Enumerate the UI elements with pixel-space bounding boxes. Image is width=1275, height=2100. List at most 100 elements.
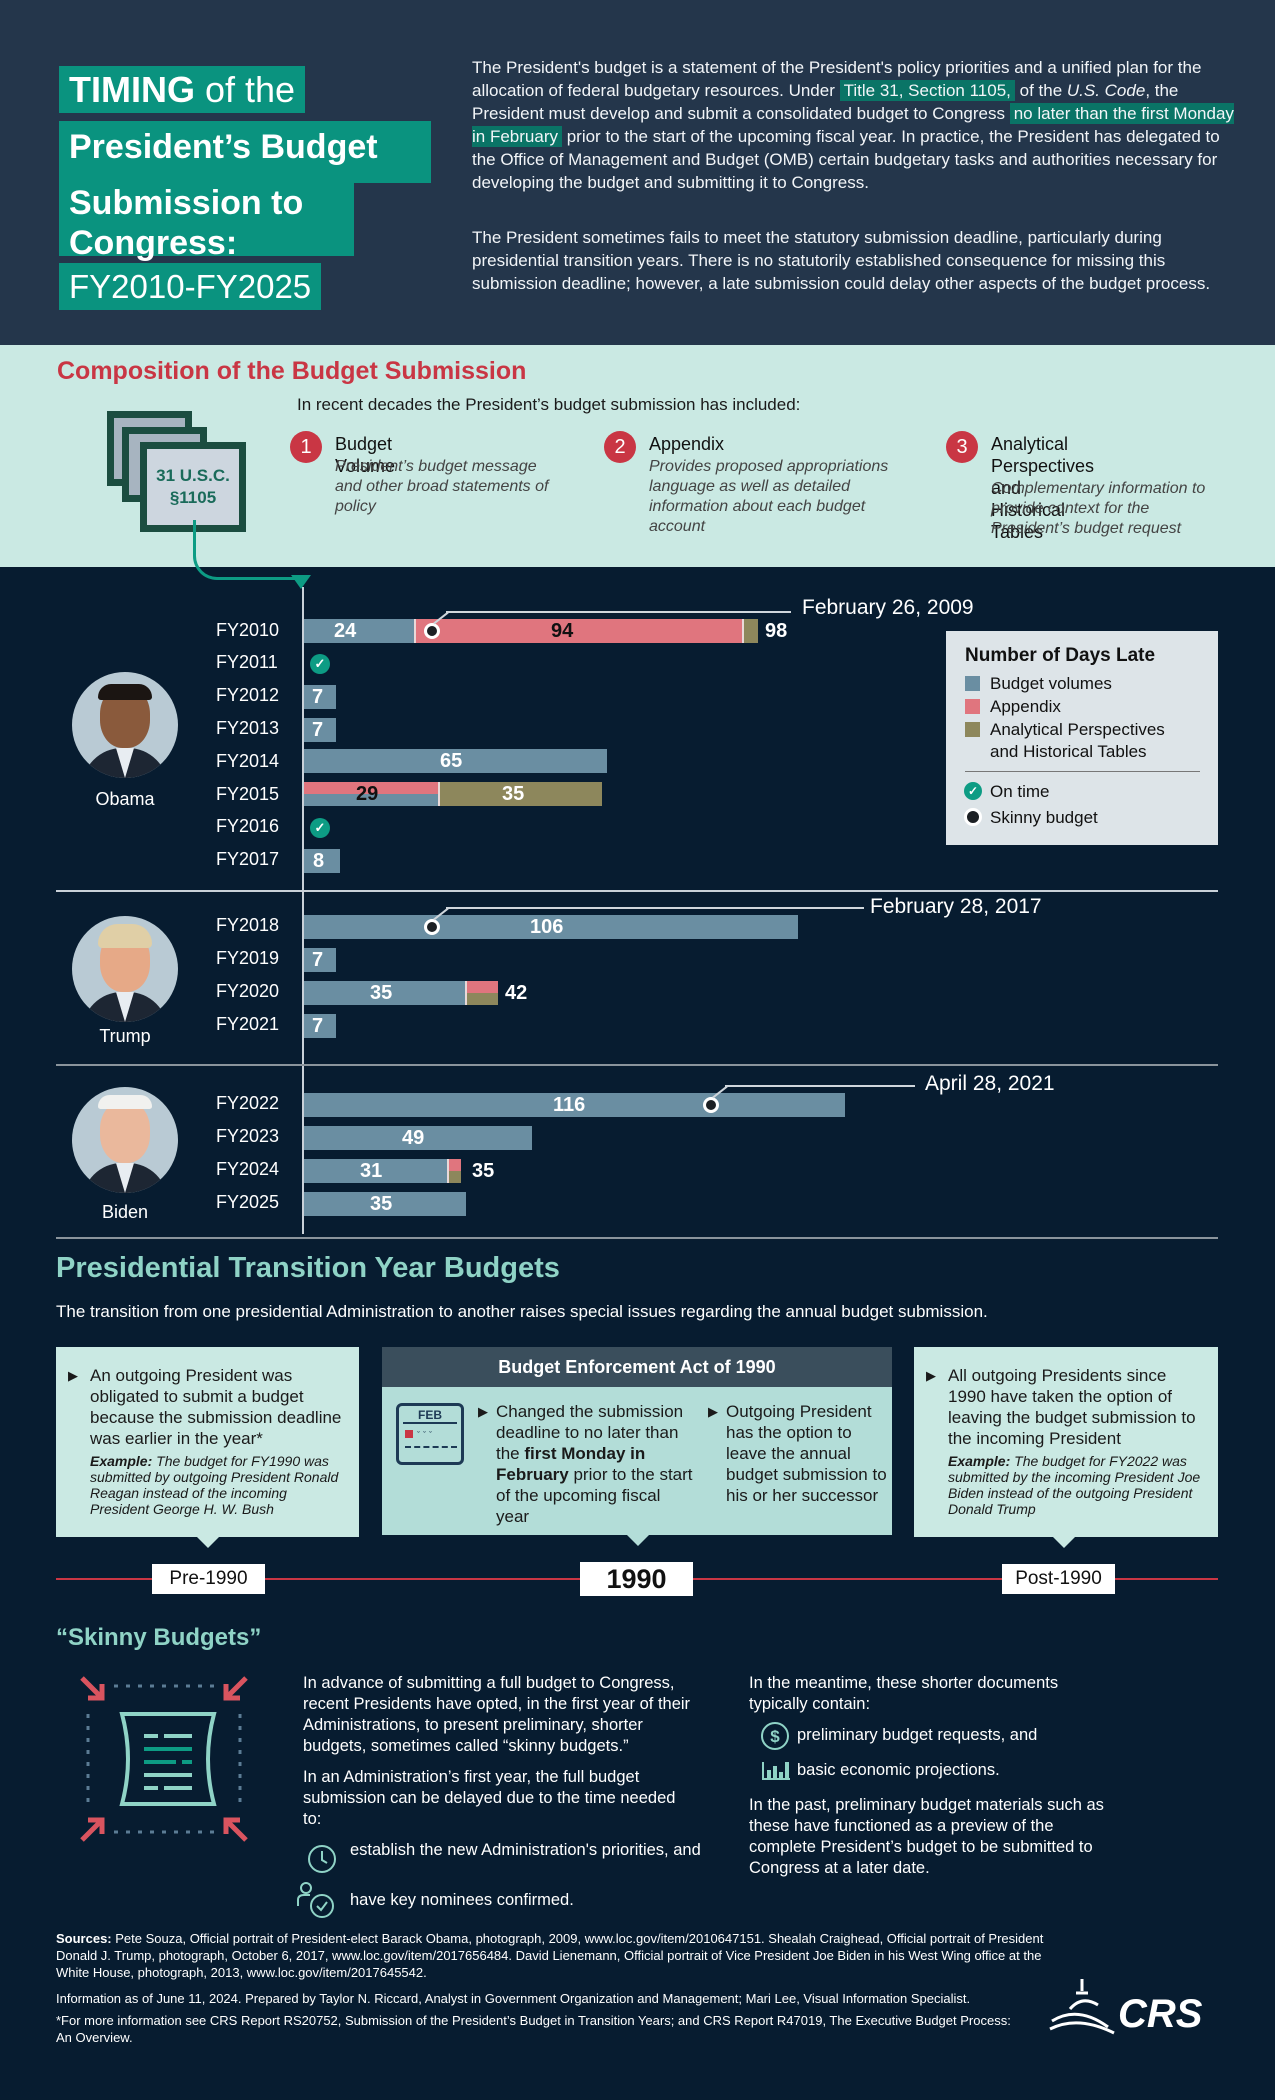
president-name: Trump <box>99 1026 151 1046</box>
timeline-label-post-1990: Post-1990 <box>1002 1564 1115 1594</box>
highlight-title31: Title 31, Section 1105, <box>839 80 1015 101</box>
fy-label: FY2011 <box>216 652 278 672</box>
fy-label: FY2019 <box>216 948 280 968</box>
skinny-title: “Skinny Budgets” <box>56 1624 262 1651</box>
transition-title: Presidential Transition Year Budgets <box>56 1252 560 1284</box>
legend-separator <box>965 771 1200 772</box>
bea-bullet-2: ▶ Outgoing President has the option to le… <box>708 1402 887 1505</box>
contain-item-1: preliminary budget requests, and <box>797 1726 1038 1744</box>
fy-label: FY2016 <box>216 816 280 836</box>
composition-title: Composition of the Budget Submission <box>57 357 527 385</box>
connector-arrow-icon <box>291 575 311 589</box>
number-badge: 3 <box>946 431 978 463</box>
callout-date: February 26, 2009 <box>802 596 974 619</box>
group-divider <box>56 1064 1218 1066</box>
bar-fy2014: 65 <box>304 749 607 773</box>
contain-item-2: basic economic projections. <box>797 1761 1000 1779</box>
skinny-paragraph-4: In the past, preliminary budget material… <box>749 1796 1104 1877</box>
callout-date: February 28, 2017 <box>870 895 1042 918</box>
bar-fy2013: 7 <box>304 718 336 742</box>
on-time-check-icon: ✓ <box>310 654 330 674</box>
skinny-budget-marker <box>424 919 440 935</box>
callout-date: April 28, 2021 <box>925 1072 1055 1095</box>
fy-label: FY2012 <box>216 685 280 705</box>
info-text: Information as of June 11, 2024. Prepare… <box>56 1991 971 2006</box>
transition-subtitle: The transition from one presidential Adm… <box>56 1302 988 1321</box>
clock-icon <box>308 1845 336 1873</box>
number-badge: 2 <box>604 431 636 463</box>
skinny-budget-marker <box>424 623 440 639</box>
chart-legend: Number of Days Late Budget volumes Appen… <box>946 631 1218 845</box>
intro-paragraph-1: The President's budget is a statement of… <box>472 58 1234 192</box>
connector-line <box>193 520 297 580</box>
compress-document-icon <box>80 1676 248 1842</box>
statute-document-icon: 31 U.S.C. §1105 <box>140 442 246 532</box>
title-line-1: TIMING of the <box>59 66 306 113</box>
bea-header: Budget Enforcement Act of 1990 <box>382 1347 892 1387</box>
crs-logo: CRS <box>1048 1975 1228 2040</box>
on-time-check-icon: ✓ <box>310 818 330 838</box>
fy-label: FY2017 <box>216 849 280 869</box>
bar-fy2023: 49 <box>304 1126 532 1150</box>
fy-label: FY2024 <box>216 1159 280 1179</box>
callout-line <box>725 1085 915 1087</box>
bar-fy2021: 7 <box>304 1014 336 1038</box>
need-item-1: establish the new Administration's prior… <box>350 1841 701 1859</box>
chart-axis <box>302 587 304 1234</box>
intro-paragraph-2: The President sometimes fails to meet th… <box>472 228 1211 293</box>
bar-fy2025: 35 <box>304 1192 466 1216</box>
bar-chart-icon <box>762 1762 790 1780</box>
group-divider <box>56 890 1218 892</box>
total-label: 35 <box>472 1160 495 1182</box>
bar-fy2018: 106 <box>304 915 798 939</box>
skinny-paragraph-3: In the meantime, these shorter documents… <box>749 1674 1059 1713</box>
title-range: FY2010-FY2025 <box>59 263 322 310</box>
skinny-paragraph-2: In an Administration’s first year, the f… <box>303 1768 676 1828</box>
pre-1990-box: An outgoing President was obligated to s… <box>56 1347 359 1537</box>
number-badge: 1 <box>290 431 322 463</box>
footnote-text: *For more information see CRS Report RS2… <box>56 2013 1011 2045</box>
composition-section: Composition of the Budget Submission In … <box>0 345 1275 567</box>
bar-fy2022: 116 <box>304 1093 845 1117</box>
fy-label: FY2018 <box>216 915 280 935</box>
fy-label: FY2023 <box>216 1126 280 1146</box>
total-label: 98 <box>765 620 788 642</box>
bar-fy2012: 7 <box>304 685 336 709</box>
dollar-icon: $ <box>761 1722 789 1750</box>
calendar-icon: FEB ˇˇˇ <box>396 1403 464 1465</box>
fy-label: FY2025 <box>216 1192 280 1212</box>
fy-label: FY2020 <box>216 981 280 1001</box>
avatar-biden <box>72 1087 178 1193</box>
bar-fy2015: 29 35 <box>304 782 602 806</box>
callout-line <box>446 907 864 909</box>
fy-label: FY2015 <box>216 784 280 804</box>
president-name: Biden <box>101 1202 149 1222</box>
composition-lead: In recent decades the President’s budget… <box>297 395 801 414</box>
total-label: 42 <box>505 982 528 1004</box>
fy-label: FY2014 <box>216 751 280 771</box>
svg-text:CRS: CRS <box>1118 1992 1203 2035</box>
avatar-trump <box>72 916 178 1022</box>
title-line-3: Submission to Congress: <box>59 183 354 262</box>
bar-fy2019: 7 <box>304 948 336 972</box>
skinny-budget-marker <box>703 1097 719 1113</box>
timeline-label-1990: 1990 <box>580 1562 693 1596</box>
bar-fy2010: 24 94 <box>304 619 758 643</box>
svg-text:$: $ <box>770 1727 780 1746</box>
bar-fy2024: 31 <box>304 1159 461 1183</box>
post-1990-box: All outgoing Presidents since 1990 have … <box>914 1347 1218 1537</box>
group-divider <box>56 1237 1218 1239</box>
header-banner: TIMING of the President’s Budget Submiss… <box>0 0 1275 345</box>
callout-line <box>446 611 791 613</box>
nominee-check-icon <box>297 1882 334 1918</box>
fy-label: FY2022 <box>216 1093 280 1113</box>
president-name: Obama <box>95 789 155 809</box>
bar-fy2017: 8 <box>304 849 340 873</box>
bea-bullet-1: ▶ Changed the submission deadline to no l… <box>478 1402 693 1526</box>
skinny-paragraph-1: In advance of submitting a full budget t… <box>303 1674 691 1755</box>
fy-label: FY2010 <box>216 620 280 640</box>
bea-box: FEB ˇˇˇ ▶ Changed the submission deadline… <box>382 1387 892 1535</box>
sources-text: Sources: Pete Souza, Official portrait o… <box>56 1931 1044 1980</box>
timeline-label-pre-1990: Pre-1990 <box>152 1564 265 1594</box>
fy-label: FY2021 <box>216 1014 280 1034</box>
